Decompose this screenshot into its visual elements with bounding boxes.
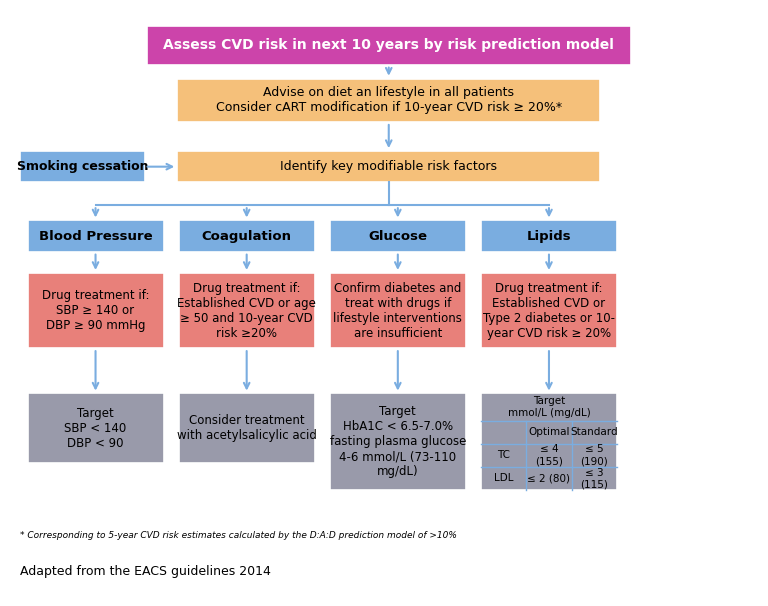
FancyBboxPatch shape (329, 273, 466, 348)
Text: * Corresponding to 5-year CVD risk estimates calculated by the D:A:D prediction : * Corresponding to 5-year CVD risk estim… (20, 531, 457, 540)
FancyBboxPatch shape (481, 221, 617, 251)
Text: Smoking cessation: Smoking cessation (17, 160, 148, 173)
FancyBboxPatch shape (179, 273, 315, 348)
Text: Target
SBP < 140
DBP < 90: Target SBP < 140 DBP < 90 (65, 407, 127, 450)
Text: Drug treatment if:
Established CVD or age
≥ 50 and 10-year CVD
risk ≥20%: Drug treatment if: Established CVD or ag… (177, 282, 316, 339)
Text: ≤ 4
(155): ≤ 4 (155) (535, 444, 563, 466)
Text: Optimal: Optimal (528, 427, 570, 437)
Text: ≤ 2 (80): ≤ 2 (80) (528, 473, 571, 484)
FancyBboxPatch shape (179, 393, 315, 463)
Text: ≤ 3
(115): ≤ 3 (115) (581, 468, 608, 489)
FancyBboxPatch shape (28, 273, 164, 348)
FancyBboxPatch shape (179, 221, 315, 251)
Text: Advise on diet an lifestyle in all patients
Consider cART modification if 10-yea: Advise on diet an lifestyle in all patie… (216, 86, 562, 115)
FancyBboxPatch shape (28, 221, 164, 251)
Text: ≤ 5
(190): ≤ 5 (190) (581, 444, 608, 466)
FancyBboxPatch shape (147, 25, 631, 65)
FancyBboxPatch shape (28, 393, 164, 463)
Text: Glucose: Glucose (369, 230, 427, 242)
FancyBboxPatch shape (481, 273, 617, 348)
Text: Blood Pressure: Blood Pressure (38, 230, 152, 242)
FancyBboxPatch shape (177, 79, 601, 122)
Text: LDL: LDL (494, 473, 513, 484)
FancyBboxPatch shape (20, 151, 144, 182)
Text: Standard: Standard (571, 427, 618, 437)
Text: Consider treatment
with acetylsalicylic acid: Consider treatment with acetylsalicylic … (177, 414, 316, 442)
Text: Drug treatment if:
Established CVD or
Type 2 diabetes or 10-
year CVD risk ≥ 20%: Drug treatment if: Established CVD or Ty… (483, 282, 615, 339)
FancyBboxPatch shape (177, 151, 601, 182)
FancyBboxPatch shape (329, 393, 466, 490)
Text: Target
mmol/L (mg/dL): Target mmol/L (mg/dL) (508, 396, 591, 418)
Text: Adapted from the EACS guidelines 2014: Adapted from the EACS guidelines 2014 (20, 565, 271, 578)
Text: Lipids: Lipids (527, 230, 571, 242)
Text: Confirm diabetes and
treat with drugs if
lifestyle interventions
are insufficien: Confirm diabetes and treat with drugs if… (333, 282, 462, 339)
Text: TC: TC (497, 450, 510, 460)
FancyBboxPatch shape (481, 393, 617, 490)
Text: Drug treatment if:
SBP ≥ 140 or
DBP ≥ 90 mmHg: Drug treatment if: SBP ≥ 140 or DBP ≥ 90… (41, 289, 149, 332)
Text: Assess CVD risk in next 10 years by risk prediction model: Assess CVD risk in next 10 years by risk… (164, 38, 614, 52)
Text: Coagulation: Coagulation (202, 230, 292, 242)
Text: Identify key modifiable risk factors: Identify key modifiable risk factors (280, 160, 497, 173)
Text: Target
HbA1C < 6.5-7.0%
fasting plasma glucose
4-6 mmol/L (73-110
mg/dL): Target HbA1C < 6.5-7.0% fasting plasma g… (329, 405, 466, 478)
FancyBboxPatch shape (329, 221, 466, 251)
